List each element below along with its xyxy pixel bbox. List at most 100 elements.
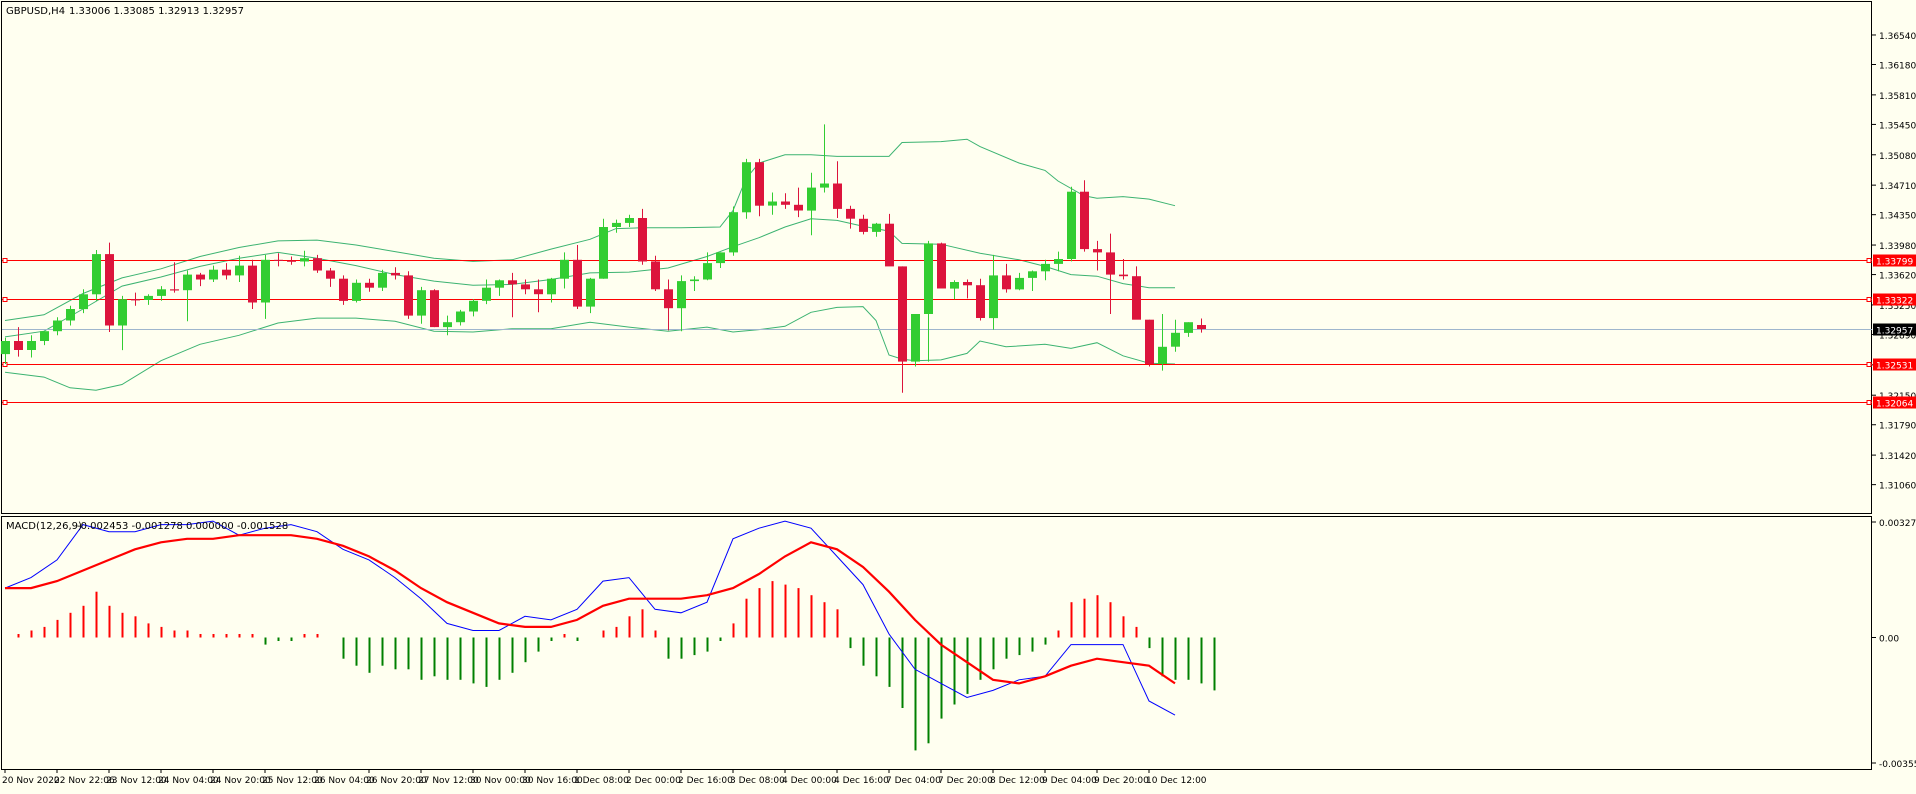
candle-body [768, 202, 777, 206]
level-anchor-right [1867, 401, 1871, 405]
bull-candle [911, 314, 920, 367]
time-tick-label: 2 Dec 00:00 [626, 776, 681, 786]
candle-body [1158, 347, 1167, 364]
candle-body [677, 281, 686, 308]
bid-price-label: 1.32957 [1876, 327, 1913, 337]
candle-body [248, 266, 257, 303]
candle-body [963, 282, 972, 285]
macd-panel[interactable]: 0.0032750.00-0.003558 MACD(12,26,9) -0.0… [2, 517, 1916, 771]
candle-body [1067, 192, 1076, 259]
candle-body [625, 218, 634, 223]
candle-body [781, 202, 790, 205]
macd-panel-frame [2, 517, 1872, 770]
price-tick-label: 1.31790 [1879, 422, 1916, 432]
candle-body [898, 266, 907, 361]
level-anchor-right [1867, 259, 1871, 263]
macd-axis: 0.0032750.00-0.003558 [1872, 519, 1916, 770]
price-tick-label: 1.33980 [1879, 242, 1916, 252]
price-tick-label: 1.35810 [1879, 92, 1916, 102]
price-tick-label: 1.36540 [1879, 32, 1916, 42]
candle-body [430, 290, 439, 327]
price-panel[interactable]: 1.365401.361801.358101.354501.350801.347… [1, 2, 1916, 514]
time-tick-label: 7 Dec 20:00 [938, 776, 993, 786]
candle-body [222, 270, 231, 276]
time-tick-label: 10 Dec 12:00 [1146, 776, 1207, 786]
candle-body [274, 260, 283, 261]
candle-body [92, 254, 101, 294]
time-tick-label: 4 Dec 00:00 [782, 776, 837, 786]
bull-candle [92, 250, 101, 301]
candle-body [612, 223, 621, 227]
candle-body [846, 209, 855, 219]
level-price-label: 1.32531 [1876, 362, 1913, 372]
candle-body [1, 341, 10, 354]
candle-body [820, 184, 829, 188]
candle-body [313, 258, 322, 270]
candle-body [690, 280, 699, 282]
candle-body [482, 288, 491, 301]
price-tick-label: 1.35080 [1879, 152, 1916, 162]
candle-body [547, 279, 556, 295]
price-tick-label: 1.31420 [1879, 452, 1916, 462]
candle-body [183, 275, 192, 291]
price-tick-label: 1.36180 [1879, 62, 1916, 72]
candle-body [1197, 325, 1206, 329]
price-panel-frame [2, 2, 1872, 514]
price-tick-label: 1.33620 [1879, 272, 1916, 282]
candle-body [508, 280, 517, 284]
candle-body [560, 260, 569, 279]
time-tick-label: 1 Dec 08:00 [574, 776, 629, 786]
time-tick-label: 4 Dec 16:00 [834, 776, 889, 786]
price-tick-label: 1.34710 [1879, 182, 1916, 192]
candle-body [885, 224, 894, 267]
candle-body [300, 258, 309, 261]
candle-body [1054, 259, 1063, 264]
candle-body [131, 299, 140, 300]
candle-body [859, 219, 868, 232]
candle-body [378, 273, 387, 288]
candle-body [144, 296, 153, 300]
candle-body [872, 224, 881, 232]
bull-candle [1067, 187, 1076, 262]
level-price-label: 1.32064 [1876, 400, 1913, 410]
candle-body [521, 284, 530, 289]
candle-body [1132, 276, 1141, 320]
level-anchor-right [1867, 363, 1871, 367]
candle-body [209, 270, 218, 280]
candle-body [1145, 320, 1154, 364]
candle-body [326, 271, 335, 279]
candle-body [755, 162, 764, 206]
candle-body [456, 312, 465, 323]
price-header-symbol: GBPUSD,H4 [6, 6, 65, 17]
macd-tick-label: -0.003558 [1879, 760, 1916, 770]
candle-body [495, 280, 504, 287]
candle-body [703, 263, 712, 279]
candle-body [1080, 192, 1089, 249]
bull-candle [599, 219, 608, 279]
candle-body [118, 299, 127, 325]
candle-body [339, 279, 348, 301]
candle-body [14, 341, 23, 350]
candle-body [1184, 322, 1193, 333]
candle-body [924, 243, 933, 314]
candle-body [261, 260, 270, 303]
candle-body [1028, 271, 1037, 278]
bull-candle [729, 207, 738, 256]
time-tick-label: 20 Nov 2020 [2, 776, 60, 786]
level-price-label: 1.33322 [1876, 297, 1913, 307]
candle-body [27, 341, 36, 350]
bull-candle [352, 280, 361, 303]
candle-body [664, 289, 673, 308]
candle-body [170, 289, 179, 290]
candle-body [1093, 249, 1102, 252]
candle-body [1041, 264, 1050, 271]
macd-tick-label: 0.00 [1879, 635, 1899, 645]
candle-body [833, 184, 842, 209]
candle-body [586, 279, 595, 307]
candle-body [365, 283, 374, 288]
candle-body [469, 301, 478, 312]
candle-body [352, 283, 361, 301]
